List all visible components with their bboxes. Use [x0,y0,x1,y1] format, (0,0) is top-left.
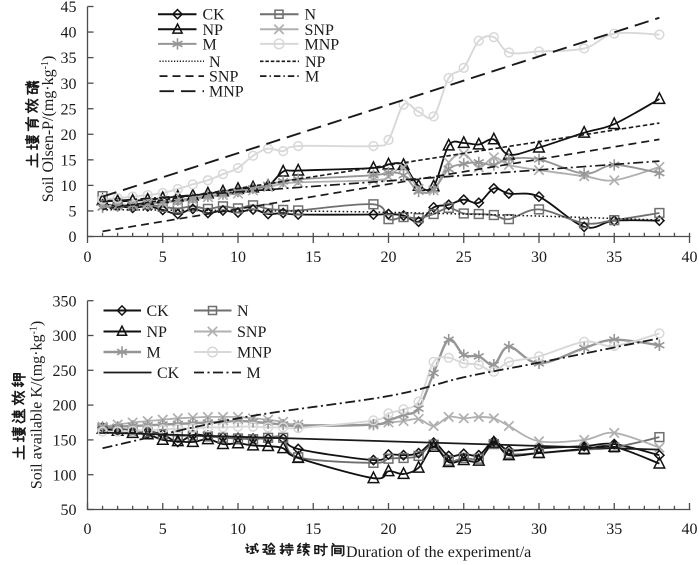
svg-text:25: 25 [456,249,472,266]
svg-text:300: 300 [53,328,77,345]
svg-text:N: N [237,303,249,320]
svg-text:40: 40 [61,25,77,42]
svg-text:5: 5 [159,249,167,266]
svg-text:10: 10 [61,178,77,195]
svg-text:15: 15 [61,152,77,169]
svg-text:CK: CK [203,7,226,24]
svg-text:35: 35 [606,249,622,266]
svg-text:10: 10 [230,521,246,538]
svg-text:Duration of the experiment/a: Duration of the experiment/a [346,544,531,561]
svg-text:MNP: MNP [237,345,272,362]
svg-text:Soil available K/(mg·kg-1): Soil available K/(mg·kg-1) [29,321,46,489]
svg-text:N: N [209,54,221,71]
svg-text:N: N [305,7,317,24]
svg-text:NP: NP [305,54,326,71]
svg-text:30: 30 [531,521,547,538]
svg-text:100: 100 [53,467,77,484]
svg-text:30: 30 [61,76,77,93]
svg-text:45: 45 [61,0,77,16]
svg-text:0: 0 [84,521,92,538]
svg-text:5: 5 [159,521,167,538]
svg-text:M: M [305,69,319,86]
svg-text:20: 20 [381,249,397,266]
svg-text:10: 10 [230,249,246,266]
svg-text:25: 25 [61,101,77,118]
svg-text:SNP: SNP [237,324,266,341]
svg-text:150: 150 [53,433,77,450]
svg-text:250: 250 [53,363,77,380]
svg-text:20: 20 [381,521,397,538]
svg-text:M: M [247,365,261,382]
svg-text:MNP: MNP [209,84,244,101]
svg-text:25: 25 [456,521,472,538]
svg-text:0: 0 [84,249,92,266]
svg-text:30: 30 [531,249,547,266]
svg-text:5: 5 [69,204,77,221]
svg-text:CK: CK [147,303,170,320]
svg-text:NP: NP [203,22,224,39]
svg-text:MNP: MNP [305,36,340,53]
svg-text:NP: NP [147,324,168,341]
svg-text:40: 40 [682,249,698,266]
svg-text:M: M [147,345,161,362]
svg-text:40: 40 [682,521,698,538]
svg-text:M: M [203,36,217,53]
svg-text:15: 15 [305,521,321,538]
svg-text:SNP: SNP [209,69,238,86]
svg-text:200: 200 [53,398,77,415]
svg-text:Soil Olsen-P/(mg·kg-1): Soil Olsen-P/(mg·kg-1) [40,56,57,203]
svg-text:SNP: SNP [305,22,334,39]
svg-text:35: 35 [606,521,622,538]
svg-text:15: 15 [305,249,321,266]
svg-text:20: 20 [61,127,77,144]
svg-text:50: 50 [61,502,77,519]
svg-text:CK: CK [157,365,180,382]
svg-text:350: 350 [53,293,77,310]
svg-text:35: 35 [61,50,77,67]
svg-text:0: 0 [69,229,77,246]
